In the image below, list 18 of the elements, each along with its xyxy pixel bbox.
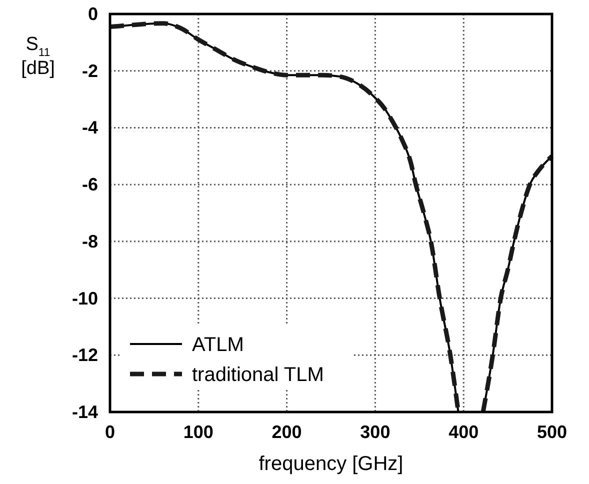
- x-tick-label: 500: [536, 422, 568, 442]
- x-tick-label: 400: [448, 422, 479, 442]
- y-tick-label: 0: [88, 4, 98, 24]
- y-tick-label: -14: [72, 402, 98, 422]
- x-axis-title: frequency [GHz]: [258, 453, 404, 475]
- y-axis-title: S$_{11}$ [dB]: [21, 34, 55, 79]
- y-tick-label: -4: [82, 118, 98, 138]
- y-tick-label: -10: [72, 288, 98, 308]
- y-tick-label: -2: [82, 60, 98, 81]
- x-tick-label: 100: [183, 422, 214, 442]
- x-tick-label: 0: [104, 422, 116, 442]
- x-tick-label: 200: [272, 422, 302, 442]
- legend-label: ATLM: [192, 334, 244, 356]
- y-tick-label: -6: [82, 174, 98, 195]
- x-tick-label: 300: [360, 422, 390, 442]
- y-tick-label: -8: [82, 231, 98, 252]
- y-tick-label: -12: [72, 345, 98, 366]
- legend-label: traditional TLM: [192, 364, 324, 386]
